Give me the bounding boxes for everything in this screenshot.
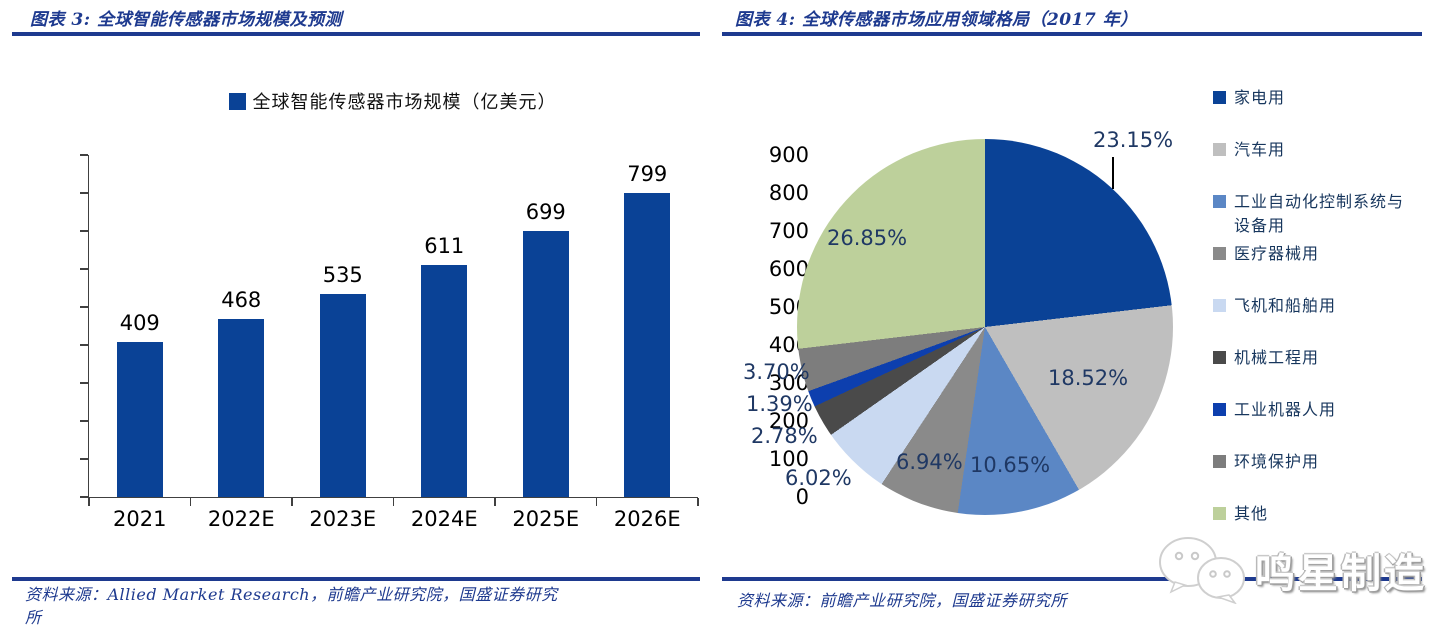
pie-legend-swatch-icon: [1213, 351, 1226, 364]
y-axis-tick-label: 900: [768, 142, 809, 167]
bar-value-label: 535: [322, 262, 363, 287]
pie-slice-label: 23.15%: [1093, 128, 1174, 152]
pie-legend-item: 工业机器人用: [1213, 398, 1418, 422]
y-axis-tick-mark: [80, 230, 88, 232]
pie-slice-label: 6.94%: [896, 450, 963, 474]
y-axis-tick-mark: [80, 344, 88, 346]
pie-slice-label: 18.52%: [1048, 366, 1129, 390]
y-axis-tick-mark: [80, 382, 88, 384]
x-axis-tick-mark: [697, 498, 699, 506]
pie-legend-label: 医疗器械用: [1234, 244, 1320, 263]
bar-chart-plot-area: 409 2021 468 2022E 535 2023E 611 2024E 699 2025E 7…: [80, 154, 699, 531]
pie-legend-item: 环境保护用: [1213, 450, 1418, 474]
bar-chart-legend: 全球智能传感器市场规模（亿美元）: [88, 88, 697, 114]
y-axis-tick-label: 300: [768, 370, 809, 395]
x-axis-tick-mark: [595, 498, 598, 506]
y-axis-tick-label: 700: [768, 218, 809, 243]
pie-legend-item: 飞机和船舶用: [1213, 294, 1418, 318]
pie-legend-item: 医疗器械用: [1213, 242, 1418, 266]
y-axis-tick-label: 100: [768, 446, 809, 471]
x-axis-tick-mark: [189, 498, 192, 506]
y-axis-tick-label: 800: [768, 180, 809, 205]
wechat-icon: [1159, 537, 1245, 604]
pie-label-leader-line: [1112, 157, 1114, 189]
pie-legend-swatch-icon: [1213, 195, 1226, 208]
y-axis-tick-label: 0: [795, 484, 809, 509]
pie-legend-label: 环境保护用: [1234, 452, 1320, 471]
x-axis-tick-mark: [291, 498, 293, 506]
pie-slice-label: 10.65%: [970, 453, 1051, 477]
bar-2025E: [522, 231, 569, 497]
pie-legend-item: 其他: [1213, 502, 1418, 526]
x-axis-category-label: 2022E: [207, 507, 275, 531]
bar-legend-swatch-icon: [228, 92, 246, 110]
bar-value-label: 468: [221, 288, 262, 313]
pie-slice-label: 26.85%: [827, 226, 908, 250]
left-chart-title: 图表 3: 全球智能传感器市场规模及预测: [30, 10, 342, 30]
y-axis-tick-label: 200: [768, 408, 809, 433]
watermark-text: 鸣星制造: [1255, 551, 1427, 597]
y-axis-tick-mark: [80, 268, 88, 270]
pie-legend-swatch-icon: [1213, 91, 1226, 104]
bar-2026E: [624, 193, 671, 497]
x-axis-category-label: 2026E: [613, 507, 681, 531]
right-chart-title: 图表 4: 全球传感器市场应用领域格局（2017 年）: [735, 10, 1138, 30]
y-axis-tick-mark: [80, 306, 88, 308]
y-axis-tick-label: 600: [768, 256, 809, 281]
right-footer-rule: [722, 577, 1422, 581]
pie-legend-label: 家电用: [1234, 88, 1286, 107]
pie-legend-label: 汽车用: [1234, 140, 1286, 159]
bar-2021: [116, 341, 163, 497]
bar-value-label: 699: [525, 200, 566, 225]
pie-legend-swatch-icon: [1213, 247, 1226, 260]
bar-legend-label: 全球智能传感器市场规模（亿美元）: [252, 92, 557, 113]
x-axis-tick-mark: [88, 498, 90, 506]
y-axis-tick-mark: [80, 192, 88, 194]
pie-legend-swatch-icon: [1213, 455, 1226, 468]
left-source-note: 资料来源：Allied Market Research，前瞻产业研究院，国盛证券…: [25, 585, 558, 627]
pie-slice-label: 3.70%: [743, 360, 810, 384]
pie-chart: [797, 139, 1173, 515]
x-axis-category-label: 2023E: [309, 507, 377, 531]
watermark: 鸣星制造: [1155, 536, 1427, 604]
left-title-rule: [12, 32, 700, 36]
right-title-rule: [722, 32, 1422, 36]
bar-value-label: 611: [424, 233, 465, 258]
pie-slice-label: 1.39%: [746, 392, 813, 416]
y-axis-tick-mark: [80, 458, 88, 460]
bar-2023E: [319, 293, 366, 497]
pie-legend-swatch-icon: [1213, 299, 1226, 312]
pie-legend-item: 家电用: [1213, 86, 1418, 110]
x-axis-category-label: 2024E: [410, 507, 478, 531]
x-axis-tick-mark: [392, 498, 395, 506]
bar-2024E: [421, 264, 468, 497]
pie-legend-item: 汽车用: [1213, 138, 1418, 162]
bar-value-label: 799: [627, 162, 668, 187]
x-axis-tick-mark: [494, 498, 496, 506]
pie-legend-item: 机械工程用: [1213, 346, 1418, 370]
right-source-note: 资料来源：前瞻产业研究院，国盛证券研究所: [737, 591, 1068, 610]
y-axis-tick-mark: [80, 496, 88, 498]
pie-legend-swatch-icon: [1213, 143, 1226, 156]
pie-legend-label: 其他: [1234, 504, 1269, 523]
pie-legend-swatch-icon: [1213, 403, 1226, 416]
pie-legend-swatch-icon: [1213, 507, 1226, 520]
x-axis-category-label: 2021: [113, 507, 167, 531]
bar-2022E: [218, 319, 265, 497]
x-axis-category-label: 2025E: [512, 507, 580, 531]
bar-value-label: 409: [119, 310, 160, 335]
left-footer-rule: [12, 577, 700, 581]
y-axis-tick-mark: [80, 154, 88, 156]
y-axis-tick-mark: [80, 420, 88, 422]
pie-slice-label: 2.78%: [751, 424, 818, 448]
pie-legend-label: 机械工程用: [1234, 348, 1320, 367]
pie-legend-label: 工业机器人用: [1234, 400, 1337, 419]
pie-legend-label: 飞机和船舶用: [1234, 296, 1337, 315]
pie-legend-item: 工业自动化控制系统与设备用: [1213, 190, 1418, 238]
pie-slice-label: 6.02%: [785, 466, 852, 490]
pie-legend-label: 工业自动化控制系统与设备用: [1234, 192, 1405, 235]
